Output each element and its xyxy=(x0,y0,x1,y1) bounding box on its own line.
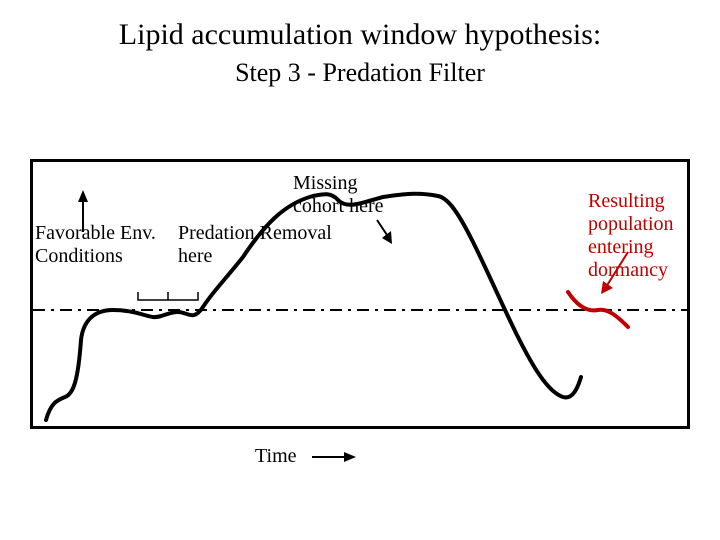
page-subtitle: Step 3 - Predation Filter xyxy=(0,58,720,88)
chart-frame: Favorable Env. Conditions Predation Remo… xyxy=(30,159,690,429)
page-title: Lipid accumulation window hypothesis: xyxy=(0,18,720,52)
x-axis-arrow xyxy=(310,448,360,466)
x-axis-label: Time xyxy=(255,445,297,468)
resulting-label: Resulting population entering dormancy xyxy=(588,190,674,282)
predation-bracket xyxy=(138,292,198,300)
missing-cohort-label: Missing cohort here xyxy=(293,172,384,218)
y-axis-label: Favorable Env. Conditions xyxy=(35,222,156,268)
predation-label: Predation Removal here xyxy=(178,222,332,268)
missing-cohort-arrow xyxy=(377,220,392,244)
